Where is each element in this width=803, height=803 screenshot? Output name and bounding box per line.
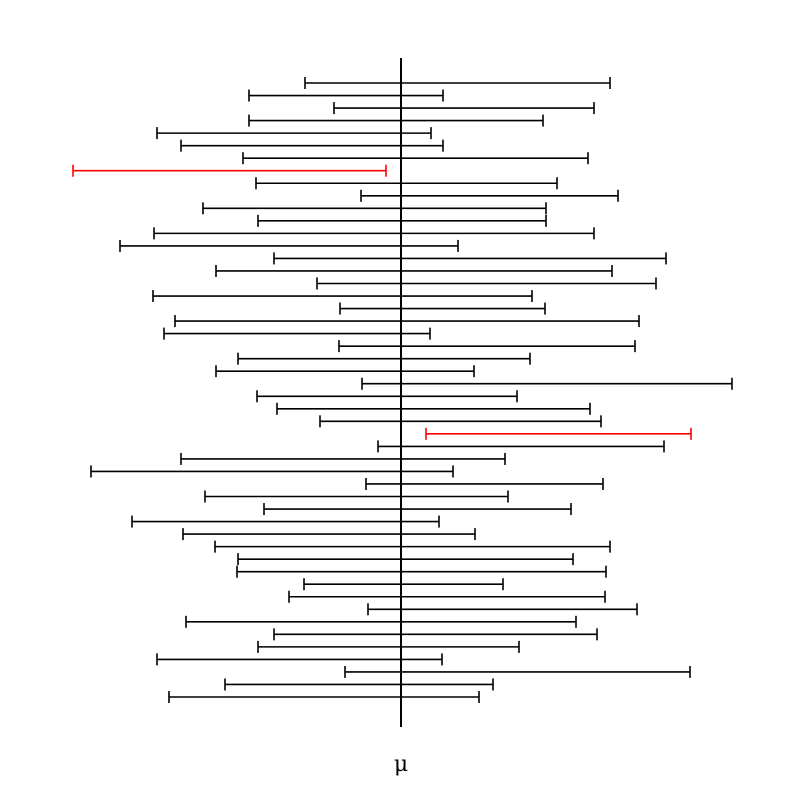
interval (131, 515, 440, 528)
interval (215, 365, 475, 378)
x-axis-label: μ (394, 752, 408, 777)
interval (236, 565, 607, 578)
interval (182, 528, 476, 541)
interval (257, 640, 520, 653)
interval (316, 277, 657, 290)
interval (304, 77, 611, 89)
interval-missing-mu (72, 164, 387, 177)
interval (319, 415, 602, 428)
interval (163, 327, 431, 340)
interval (367, 603, 638, 616)
interval (214, 540, 611, 553)
interval (333, 102, 595, 115)
interval (344, 665, 691, 678)
interval (119, 239, 459, 252)
intervals-group (72, 77, 733, 703)
interval (168, 691, 480, 703)
interval (153, 227, 595, 240)
interval (365, 477, 604, 490)
interval (180, 139, 444, 152)
interval (202, 202, 547, 215)
interval (237, 352, 531, 365)
interval (237, 553, 574, 566)
interval (303, 578, 504, 591)
interval (361, 377, 733, 390)
interval (156, 127, 432, 140)
interval (174, 315, 640, 328)
interval (242, 152, 589, 165)
interval (180, 452, 506, 465)
interval (204, 490, 509, 503)
interval (276, 402, 591, 415)
interval (273, 628, 598, 641)
interval (263, 503, 572, 516)
interval (152, 290, 533, 303)
interval (339, 302, 546, 315)
interval (224, 678, 494, 691)
interval (377, 440, 665, 453)
interval (156, 653, 443, 666)
interval (288, 590, 606, 603)
interval (273, 252, 667, 265)
interval (256, 390, 518, 403)
interval (255, 177, 558, 190)
interval (248, 114, 544, 127)
interval (360, 189, 619, 202)
interval (215, 264, 613, 277)
interval (338, 340, 636, 353)
interval (90, 465, 454, 478)
interval (185, 615, 577, 628)
interval (248, 89, 444, 102)
interval-missing-mu (425, 427, 692, 440)
